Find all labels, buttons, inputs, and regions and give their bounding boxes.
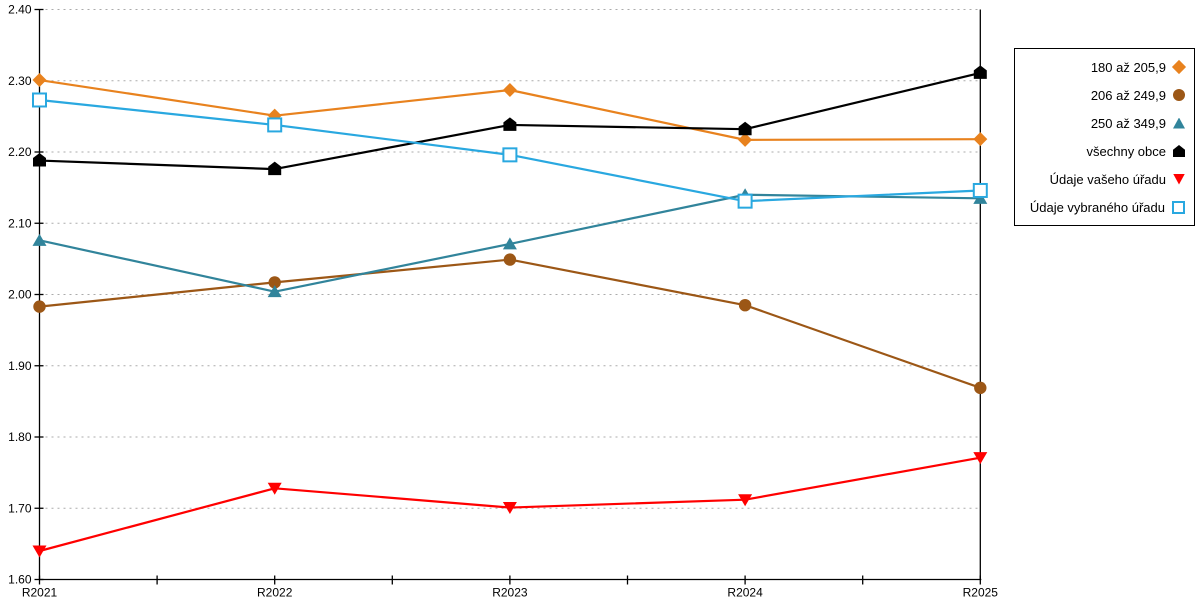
square-open-data-point [32,92,47,108]
circle-data-point [974,381,987,395]
circle-data-point [738,298,752,312]
circle-data-point [33,300,46,313]
triangle-down-marker-icon [1173,173,1185,185]
square-open-data-point [267,117,283,133]
legend-item-udaje-vybraneho-uradu: Údaje vybraného úřadu [1019,194,1185,220]
x-tick-label: R2023 [492,586,528,600]
y-tick-label: 2.00 [8,288,32,302]
legend-item-206-249: 206 až 249,9 [1019,82,1185,108]
y-tick-label: 1.90 [8,359,32,373]
diamond-marker-icon [1171,59,1187,75]
diamond-data-point [502,83,517,98]
legend-label: Údaje vybraného úřadu [1029,199,1165,215]
triangle-down-data-point [973,452,988,465]
legend-item-udaje-vaseho-uradu: Údaje vašeho úřadu [1019,166,1185,192]
diamond-data-point [738,132,753,147]
triangle-up-marker-icon [1173,117,1185,129]
legend-label: 206 až 249,9 [1090,87,1166,103]
series-line [38,258,982,389]
pentagon-data-point [973,65,987,79]
legend-item-250-349: 250 až 349,9 [1019,110,1185,136]
square-open-marker-icon [1172,200,1185,214]
diamond-data-point [32,73,47,88]
triangle-down-data-point [32,545,47,558]
pentagon-data-point [268,161,282,176]
legend-item-180-205: 180 až 205,9 [1019,54,1187,80]
triangle-up-data-point [502,237,517,250]
circle-data-point [268,276,281,289]
square-open-data-point [972,182,988,198]
y-tick-label: 2.10 [8,216,32,230]
y-tick-label: 2.40 [8,3,32,17]
triangle-up-data-point [32,233,47,246]
triangle-down-data-point [738,494,753,507]
y-tick-label: 1.80 [8,430,32,444]
legend-item-vsechny-obce: všechny obce [1019,138,1185,164]
circle-data-point [503,253,517,266]
circle-marker-icon [1173,89,1185,101]
legend-label: všechny obce [1086,143,1167,159]
chart-legend: 180 až 205,9 206 až 249,9 250 až 349,9 v… [1014,48,1195,226]
triangle-down-data-point [267,482,282,495]
legend-label: Údaje vašeho úřadu [1049,171,1166,187]
x-tick-label: R2024 [727,586,763,600]
legend-label: 250 až 349,9 [1090,115,1166,131]
x-tick-label: R2022 [257,586,293,600]
y-tick-label: 1.60 [8,573,32,587]
diamond-data-point [973,132,988,147]
y-tick-label: 1.70 [8,501,32,515]
y-tick-label: 2.20 [8,145,32,159]
y-tick-label: 2.30 [8,74,32,88]
pentagon-data-point [738,121,752,136]
pentagon-marker-icon [1173,145,1185,157]
triangle-up-data-point [267,285,282,298]
triangle-down-data-point [502,502,517,515]
x-tick-label: R2025 [963,586,999,600]
pentagon-data-point [33,153,46,167]
pentagon-data-point [503,117,517,131]
square-open-data-point [737,193,753,209]
x-tick-label: R2021 [22,586,58,600]
square-open-data-point [502,147,518,163]
legend-label: 180 až 205,9 [1090,59,1166,75]
